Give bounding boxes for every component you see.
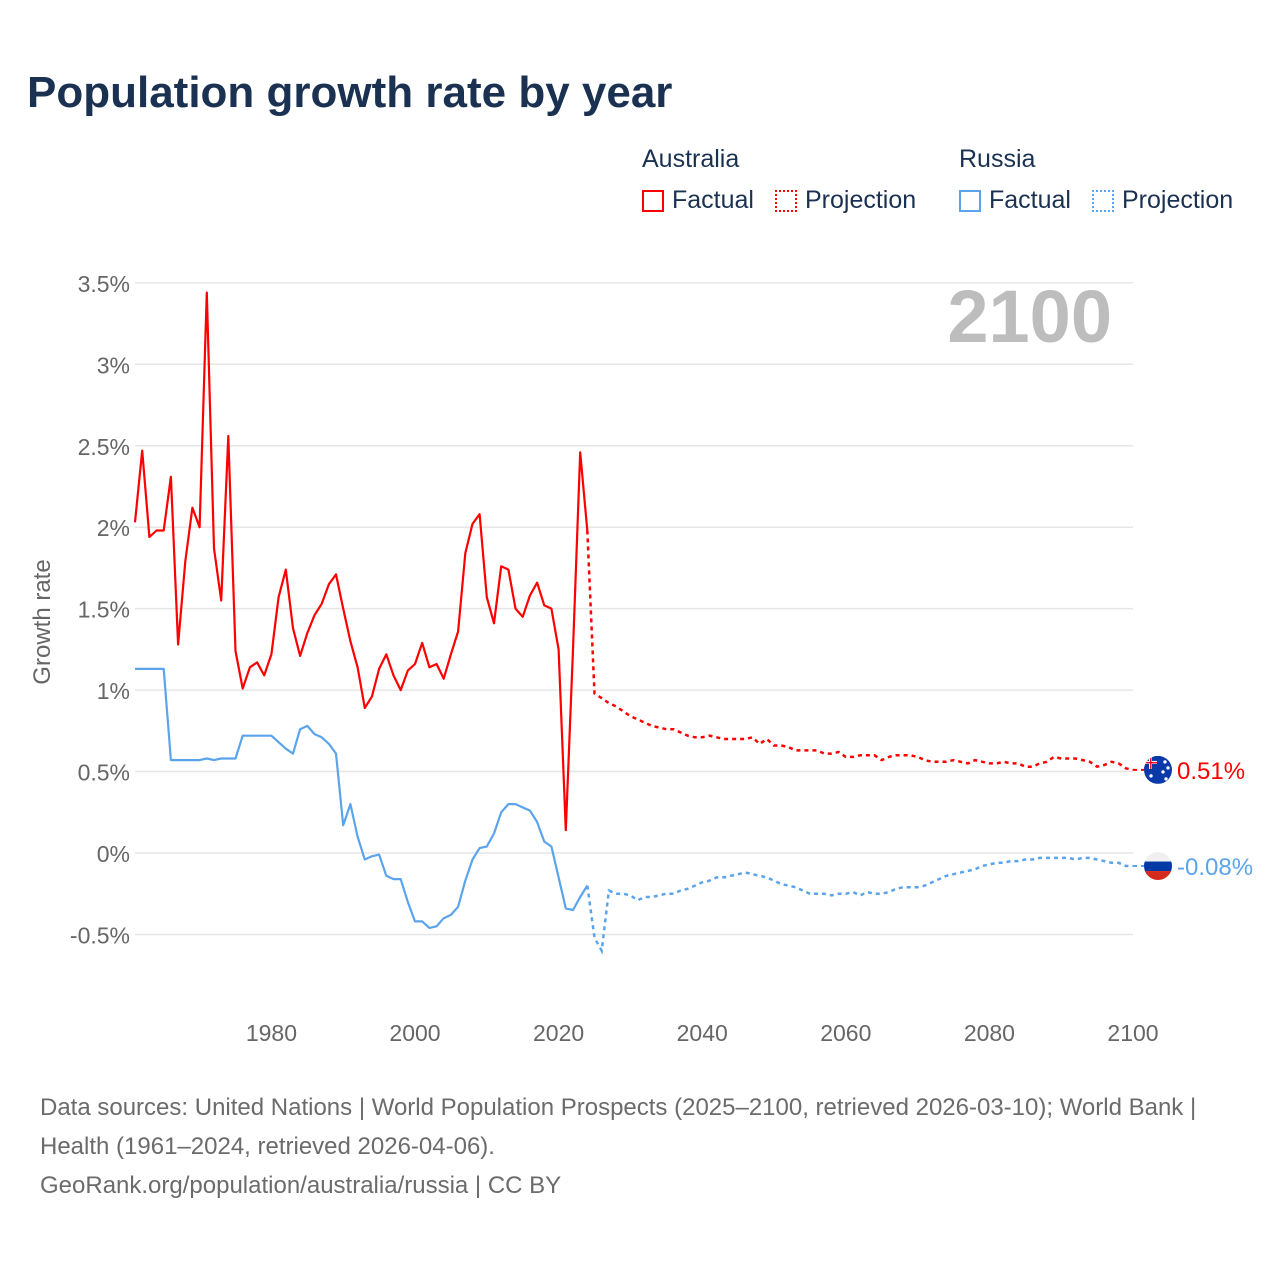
- x-tick-label: 2100: [1107, 1020, 1158, 1046]
- legend-group-australia: Australia: [642, 145, 740, 173]
- y-tick-label: 3%: [97, 352, 130, 378]
- y-tick-label: 0.5%: [78, 760, 130, 786]
- footer: Data sources: United Nations | World Pop…: [40, 1088, 1240, 1205]
- russia-flag-icon: [1144, 852, 1172, 881]
- russia-projection-line: [586, 856, 1133, 955]
- legend-label: Projection: [1122, 186, 1234, 214]
- x-tick-label: 2020: [533, 1020, 584, 1046]
- legend-australia-factual[interactable]: Factual: [642, 186, 754, 215]
- legend-label: Projection: [805, 186, 917, 214]
- credit-link[interactable]: GeoRank.org/population/australia/russia …: [40, 1172, 562, 1199]
- y-axis-label: Growth rate: [29, 559, 56, 684]
- y-tick-label: 1.5%: [78, 597, 130, 623]
- australia-projection-line: [586, 530, 1134, 772]
- legend-group-russia: Russia: [959, 145, 1036, 173]
- legend-label: Factual: [989, 186, 1071, 214]
- y-tick-label: 2.5%: [78, 434, 130, 460]
- y-tick-label: 3.5%: [78, 271, 130, 297]
- x-tick-label: 2000: [389, 1020, 440, 1046]
- x-tick-label: 2060: [820, 1020, 871, 1046]
- legend-swatch-solid: [959, 189, 981, 212]
- australia-end-value-label: 0.51%: [1177, 758, 1245, 785]
- x-tick-label: 1980: [246, 1020, 297, 1046]
- chart-title: Population growth rate by year: [27, 68, 673, 117]
- legend-australia-projection[interactable]: Projection: [775, 186, 916, 215]
- legend-russia-projection[interactable]: Projection: [1092, 186, 1233, 215]
- legend-swatch-dotted: [775, 189, 797, 212]
- australia-flag-icon: [1144, 755, 1172, 784]
- australia-factual-line: [133, 291, 589, 832]
- year-watermark: 2100: [947, 275, 1112, 358]
- data-sources: Data sources: United Nations | World Pop…: [40, 1094, 1197, 1160]
- y-tick-label: 0%: [97, 841, 130, 867]
- legend-russia-factual[interactable]: Factual: [959, 186, 1071, 215]
- legend-label: Factual: [672, 186, 754, 214]
- x-tick-label: 2080: [964, 1020, 1015, 1046]
- russia-factual-line: [135, 667, 589, 930]
- x-tick-label: 2040: [677, 1020, 728, 1046]
- legend-swatch-solid: [642, 189, 664, 212]
- legend-swatch-dotted: [1092, 189, 1114, 212]
- y-tick-label: -0.5%: [70, 922, 130, 948]
- russia-end-value-label: -0.08%: [1177, 854, 1253, 881]
- y-tick-label: 1%: [97, 678, 130, 704]
- y-tick-label: 2%: [97, 515, 130, 541]
